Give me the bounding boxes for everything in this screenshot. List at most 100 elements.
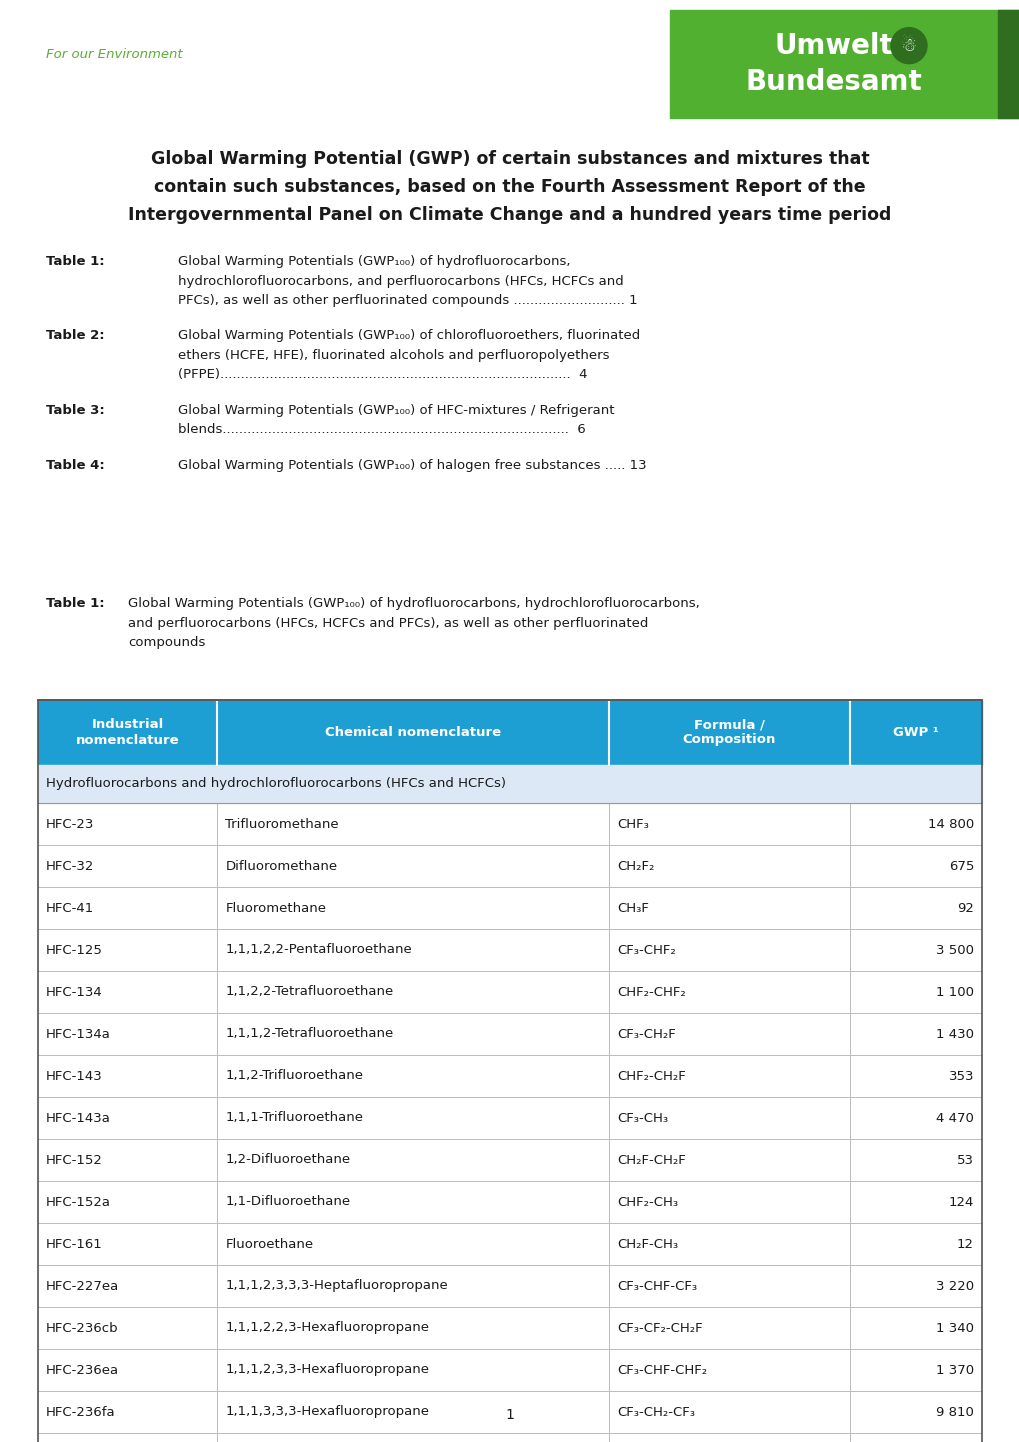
- Text: Umwelt: Umwelt: [773, 32, 893, 59]
- Bar: [38, 1139, 981, 1181]
- Bar: [38, 887, 981, 929]
- Text: ☃: ☃: [900, 36, 916, 55]
- Text: HFC-161: HFC-161: [46, 1237, 103, 1250]
- Text: contain such substances, based on the Fourth Assessment Report of the: contain such substances, based on the Fo…: [154, 177, 865, 196]
- Text: HFC-152a: HFC-152a: [46, 1195, 111, 1208]
- Text: Global Warming Potentials (GWP₁₀₀) of halogen free substances ..... 13: Global Warming Potentials (GWP₁₀₀) of ha…: [178, 459, 646, 472]
- Text: 353: 353: [948, 1070, 973, 1083]
- Bar: [38, 803, 981, 845]
- Text: 675: 675: [948, 859, 973, 872]
- Text: HFC-143: HFC-143: [46, 1070, 103, 1083]
- Text: PFCs), as well as other perfluorinated compounds ........................... 1: PFCs), as well as other perfluorinated c…: [178, 294, 637, 307]
- Text: HFC-41: HFC-41: [46, 901, 94, 914]
- Text: Table 2:: Table 2:: [46, 330, 105, 343]
- Bar: [669, 10, 1019, 118]
- Text: 4 470: 4 470: [935, 1112, 973, 1125]
- Text: hydrochlorofluorocarbons, and perfluorocarbons (HFCs, HCFCs and: hydrochlorofluorocarbons, and perfluoroc…: [178, 274, 624, 287]
- Text: 12: 12: [956, 1237, 973, 1250]
- Text: CHF₂-CHF₂: CHF₂-CHF₂: [616, 985, 685, 998]
- Text: HFC-125: HFC-125: [46, 943, 103, 956]
- Text: Global Warming Potentials (GWP₁₀₀) of HFC-mixtures / Refrigerant: Global Warming Potentials (GWP₁₀₀) of HF…: [178, 404, 613, 417]
- Text: (PFPE)..........................................................................: (PFPE)..................................…: [178, 369, 587, 382]
- Text: HFC-152: HFC-152: [46, 1154, 103, 1167]
- Bar: [38, 845, 981, 887]
- Text: Table 1:: Table 1:: [46, 255, 105, 268]
- Bar: [38, 1392, 981, 1433]
- Text: 53: 53: [956, 1154, 973, 1167]
- Text: 1,1,1,2,2-Pentafluoroethane: 1,1,1,2,2-Pentafluoroethane: [225, 943, 412, 956]
- Text: CF₃-CHF-CF₃: CF₃-CHF-CF₃: [616, 1279, 697, 1292]
- Text: CH₂F-CH₂F: CH₂F-CH₂F: [616, 1154, 685, 1167]
- Bar: [997, 10, 1019, 118]
- Text: Global Warming Potentials (GWP₁₀₀) of hydrofluorocarbons, hydrochlorofluorocarbo: Global Warming Potentials (GWP₁₀₀) of hy…: [127, 597, 699, 610]
- Text: HFC-236fa: HFC-236fa: [46, 1406, 115, 1419]
- Text: 1,1,1,2-Tetrafluoroethane: 1,1,1,2-Tetrafluoroethane: [225, 1028, 393, 1041]
- Text: Table 3:: Table 3:: [46, 404, 105, 417]
- Circle shape: [891, 27, 926, 63]
- Text: Industrial
nomenclature: Industrial nomenclature: [75, 718, 179, 747]
- Bar: [38, 1350, 981, 1392]
- Text: Fluoromethane: Fluoromethane: [225, 901, 326, 914]
- Bar: [38, 1433, 981, 1442]
- Text: 1,1,1,2,3,3,3-Heptafluoropropane: 1,1,1,2,3,3,3-Heptafluoropropane: [225, 1279, 447, 1292]
- Text: HFC-236cb: HFC-236cb: [46, 1321, 118, 1334]
- Text: HFC-236ea: HFC-236ea: [46, 1364, 119, 1377]
- Text: CH₃F: CH₃F: [616, 901, 648, 914]
- Text: 9 810: 9 810: [935, 1406, 973, 1419]
- Text: Bundesamt: Bundesamt: [745, 68, 921, 97]
- Bar: [38, 1223, 981, 1265]
- Text: 1,1-Difluoroethane: 1,1-Difluoroethane: [225, 1195, 351, 1208]
- Text: CF₃-CHF₂: CF₃-CHF₂: [616, 943, 676, 956]
- Text: HFC-134: HFC-134: [46, 985, 103, 998]
- Text: Hydrofluorocarbons and hydrochlorofluorocarbons (HFCs and HCFCs): Hydrofluorocarbons and hydrochlorofluoro…: [46, 777, 505, 790]
- Text: HFC-134a: HFC-134a: [46, 1028, 111, 1041]
- Text: 14 800: 14 800: [927, 818, 973, 831]
- Bar: [38, 929, 981, 970]
- Text: HFC-227ea: HFC-227ea: [46, 1279, 119, 1292]
- Text: Formula /
Composition: Formula / Composition: [682, 718, 775, 747]
- Text: Intergovernmental Panel on Climate Change and a hundred years time period: Intergovernmental Panel on Climate Chang…: [128, 206, 891, 224]
- Text: For our Environment: For our Environment: [46, 49, 182, 62]
- Bar: [38, 1012, 981, 1056]
- Text: 1 100: 1 100: [935, 985, 973, 998]
- Text: HFC-23: HFC-23: [46, 818, 95, 831]
- Text: CF₃-CHF-CHF₂: CF₃-CHF-CHF₂: [616, 1364, 706, 1377]
- Text: 1,2-Difluoroethane: 1,2-Difluoroethane: [225, 1154, 351, 1167]
- Text: blends..........................................................................: blends..................................…: [178, 424, 585, 437]
- Text: 1,1,1,3,3,3-Hexafluoropropane: 1,1,1,3,3,3-Hexafluoropropane: [225, 1406, 429, 1419]
- Text: CH₂F-CH₃: CH₂F-CH₃: [616, 1237, 678, 1250]
- Text: 1: 1: [505, 1407, 514, 1422]
- Text: compounds: compounds: [127, 636, 205, 649]
- Text: HFC-32: HFC-32: [46, 859, 95, 872]
- Text: 1 430: 1 430: [935, 1028, 973, 1041]
- Text: 1,1,1-Trifluoroethane: 1,1,1-Trifluoroethane: [225, 1112, 363, 1125]
- Text: 1,1,1,2,3,3-Hexafluoropropane: 1,1,1,2,3,3-Hexafluoropropane: [225, 1364, 429, 1377]
- Text: CF₃-CH₃: CF₃-CH₃: [616, 1112, 667, 1125]
- Bar: [38, 766, 981, 803]
- Text: Fluoroethane: Fluoroethane: [225, 1237, 313, 1250]
- Text: CF₃-CH₂-CF₃: CF₃-CH₂-CF₃: [616, 1406, 694, 1419]
- Text: 124: 124: [948, 1195, 973, 1208]
- Text: 1 370: 1 370: [935, 1364, 973, 1377]
- Bar: [38, 699, 981, 1442]
- Text: Trifluoromethane: Trifluoromethane: [225, 818, 338, 831]
- Text: CHF₂-CH₃: CHF₂-CH₃: [616, 1195, 678, 1208]
- Text: Global Warming Potentials (GWP₁₀₀) of chlorofluoroethers, fluorinated: Global Warming Potentials (GWP₁₀₀) of ch…: [178, 330, 640, 343]
- Text: 3 220: 3 220: [935, 1279, 973, 1292]
- Text: HFC-143a: HFC-143a: [46, 1112, 111, 1125]
- Bar: [38, 699, 981, 766]
- Text: 1,1,2,2-Tetrafluoroethane: 1,1,2,2-Tetrafluoroethane: [225, 985, 393, 998]
- Bar: [38, 1097, 981, 1139]
- Text: Table 1:: Table 1:: [46, 597, 105, 610]
- Text: 3 500: 3 500: [935, 943, 973, 956]
- Text: CF₃-CF₂-CH₂F: CF₃-CF₂-CH₂F: [616, 1321, 702, 1334]
- Text: Chemical nomenclature: Chemical nomenclature: [325, 725, 500, 738]
- Bar: [38, 1181, 981, 1223]
- Text: CHF₂-CH₂F: CHF₂-CH₂F: [616, 1070, 685, 1083]
- Text: Global Warming Potential (GWP) of certain substances and mixtures that: Global Warming Potential (GWP) of certai…: [151, 150, 868, 169]
- Text: 1,1,1,2,2,3-Hexafluoropropane: 1,1,1,2,2,3-Hexafluoropropane: [225, 1321, 429, 1334]
- Bar: [38, 1265, 981, 1306]
- Text: CHF₃: CHF₃: [616, 818, 648, 831]
- Text: and perfluorocarbons (HFCs, HCFCs and PFCs), as well as other perfluorinated: and perfluorocarbons (HFCs, HCFCs and PF…: [127, 617, 648, 630]
- Text: Difluoromethane: Difluoromethane: [225, 859, 337, 872]
